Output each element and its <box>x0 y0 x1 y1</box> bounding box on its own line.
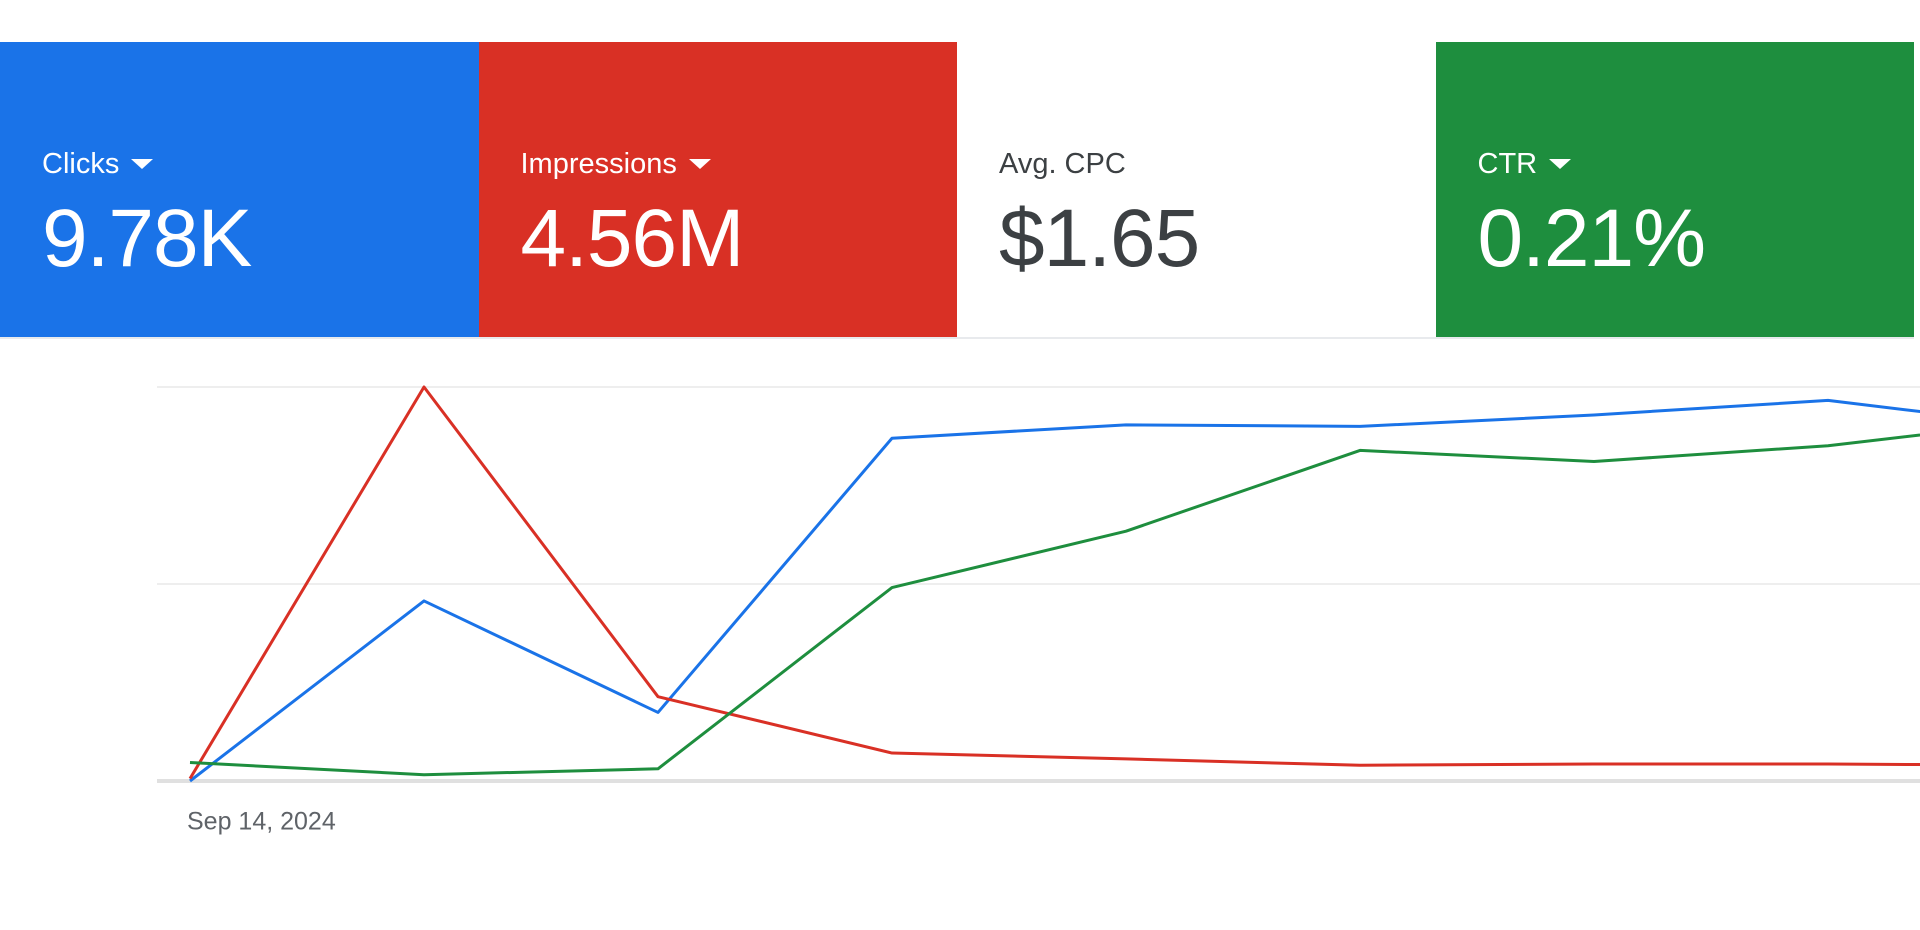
dropdown-arrow-shape <box>688 159 711 169</box>
dropdown-arrow-shape <box>131 159 154 169</box>
series-line <box>189 398 1920 783</box>
dropdown-arrow-shape <box>1549 159 1572 169</box>
scorecard-label-text: Clicks <box>42 147 120 180</box>
scorecard-label-text: Avg. CPC <box>999 147 1126 180</box>
scorecard[interactable]: Avg. CPC $1.65 <box>957 42 1436 337</box>
scorecard-value: $1.65 <box>999 193 1200 284</box>
dropdown-arrow <box>1549 159 1572 169</box>
scorecard[interactable]: Clicks 9.78K <box>0 42 479 337</box>
scorecard[interactable]: CTR 0.21% <box>1435 42 1915 337</box>
scorecard-label-text: Impressions <box>520 147 677 180</box>
scorecard-label: Avg. CPC <box>999 144 1436 184</box>
scorecard-label-text: CTR <box>1477 147 1538 180</box>
scorecard-value: 0.21% <box>1477 193 1707 284</box>
scorecard-value: 4.56M <box>520 193 745 284</box>
scorecard-label: CTR <box>1478 144 1915 184</box>
scorecard-value: 9.78K <box>42 193 252 284</box>
series-line <box>189 433 1920 777</box>
scorecard[interactable]: Impressions 4.56M <box>478 42 958 337</box>
series-line <box>188 385 1920 780</box>
dropdown-arrow <box>688 159 711 169</box>
scorecards: Clicks 9.78K Impressions 4.56M Avg. CPC $1.65… <box>0 42 1914 339</box>
x-tick-label: Sep 14, 2024 <box>187 808 336 836</box>
dropdown-arrow <box>131 159 154 169</box>
scorecard-label: Impressions <box>521 144 958 184</box>
scorecard-label: Clicks <box>42 144 479 184</box>
